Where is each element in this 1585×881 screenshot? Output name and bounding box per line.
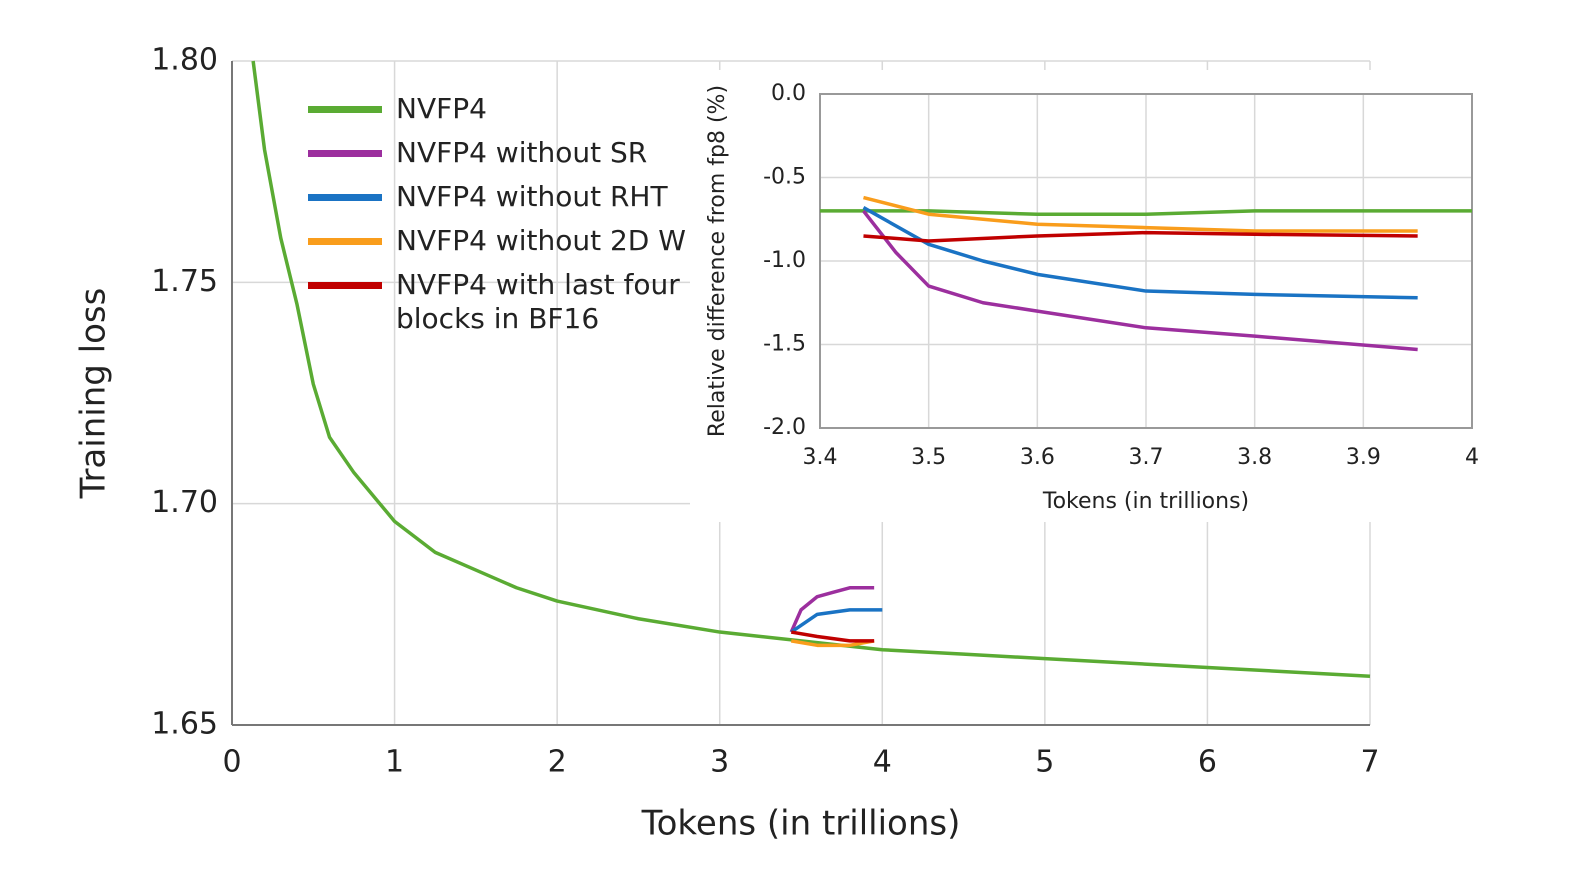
y-tick-label: -0.5 <box>763 165 806 190</box>
y-tick-label: 1.75 <box>151 264 218 299</box>
y-tick-label: 0.0 <box>771 81 806 106</box>
x-tick-label: 3.8 <box>1237 445 1272 470</box>
plot-1: -2.0 -1.5 -1.0 -0.5 0.0 3.4 3.5 3.6 3.7 3.8 3.9 4 To… <box>690 70 1495 522</box>
legend-swatch <box>308 150 382 157</box>
plot-0: 1.65 1.70 1.75 1.80 0 1 2 3 4 5 6 7 Tokens (in trill… <box>74 43 1380 844</box>
legend-item: NVFP4 with last four blocks in BF16 <box>308 268 688 336</box>
x-axis-label: Tokens (in trillions) <box>1042 489 1249 514</box>
series-line <box>790 608 883 634</box>
legend: NVFP4 NVFP4 without SR NVFP4 without RHT NV… <box>308 92 688 346</box>
x-tick-label: 3.5 <box>911 445 946 470</box>
series-line <box>789 586 875 633</box>
x-tick-label: 6 <box>1198 745 1217 780</box>
legend-item: NVFP4 <box>308 92 688 126</box>
y-tick-label: -2.0 <box>763 415 806 440</box>
legend-item: NVFP4 without SR <box>308 136 688 170</box>
legend-label: NVFP4 without SR <box>396 136 648 169</box>
x-tick-label: 1 <box>385 745 404 780</box>
series-line <box>862 209 1418 352</box>
y-tick-label: 1.80 <box>151 43 218 78</box>
legend-label: NVFP4 <box>396 92 487 125</box>
x-tick-label: 3.7 <box>1129 445 1164 470</box>
y-tick-label: 1.65 <box>151 707 218 742</box>
x-tick-label: 0 <box>222 745 241 780</box>
series-line <box>863 195 1418 233</box>
x-tick-label: 4 <box>1465 445 1479 470</box>
x-tick-label: 3.4 <box>803 445 838 470</box>
legend-label: NVFP4 without 2D W <box>396 224 686 257</box>
series-line <box>251 60 1371 679</box>
y-tick-label: -1.5 <box>763 332 806 357</box>
y-tick-label: -1.0 <box>763 248 806 273</box>
legend-label: NVFP4 with last four blocks in BF16 <box>396 268 680 335</box>
legend-item: NVFP4 without 2D W <box>308 224 688 258</box>
x-tick-label: 3.9 <box>1346 445 1381 470</box>
x-tick-label: 4 <box>873 745 892 780</box>
y-axis-label: Training loss <box>74 288 114 500</box>
x-tick-label: 3 <box>710 745 729 780</box>
plot-frame <box>819 93 1473 429</box>
x-axis-label: Tokens (in trillions) <box>641 804 961 844</box>
x-tick-label: 5 <box>1035 745 1054 780</box>
series-line <box>863 230 1418 243</box>
x-tick-label: 7 <box>1360 745 1379 780</box>
series-line <box>790 639 875 648</box>
x-tick-label: 3.6 <box>1020 445 1055 470</box>
legend-swatch <box>308 238 382 245</box>
legend-label: NVFP4 without RHT <box>396 180 668 213</box>
series-line <box>820 209 1472 216</box>
y-tick-label: 1.70 <box>151 485 218 520</box>
series-line <box>790 630 875 643</box>
y-axis-label: Relative difference from fp8 (%) <box>705 85 730 437</box>
legend-swatch <box>308 106 382 113</box>
series-line <box>862 206 1418 300</box>
legend-swatch <box>308 282 382 289</box>
legend-item: NVFP4 without RHT <box>308 180 688 214</box>
legend-swatch <box>308 194 382 201</box>
x-tick-label: 2 <box>548 745 567 780</box>
